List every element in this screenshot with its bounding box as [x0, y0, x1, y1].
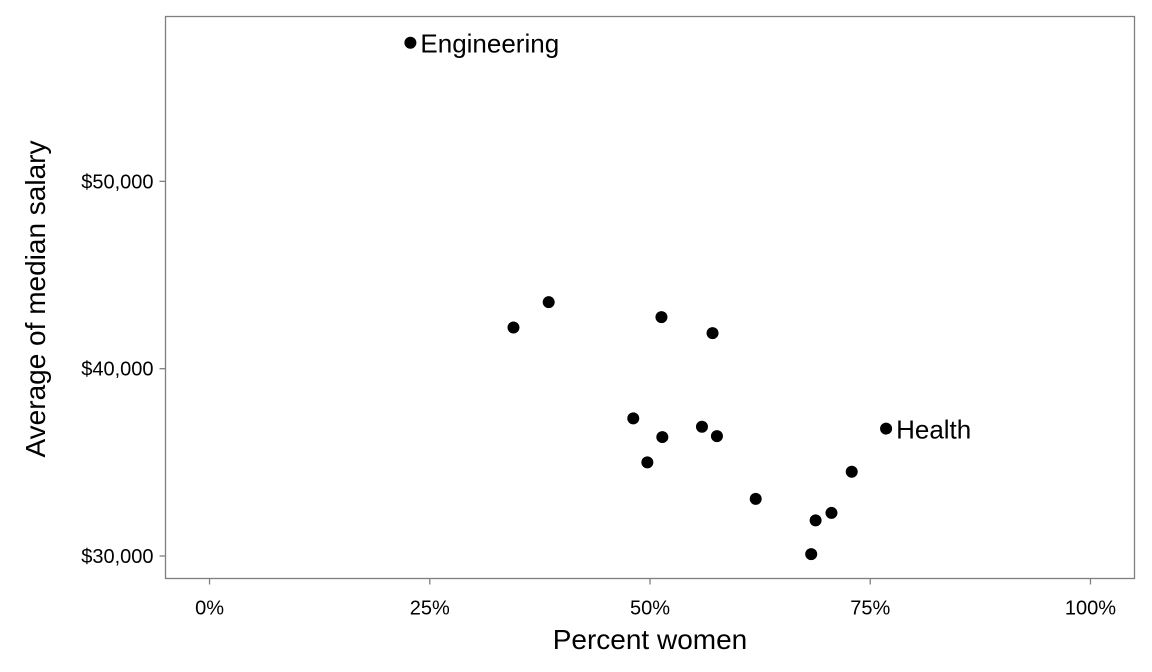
data-point [641, 456, 654, 469]
point-labels: Engineering Health [420, 29, 971, 445]
data-point [507, 321, 520, 334]
data-point [542, 296, 555, 309]
x-tick-label: 0% [195, 598, 224, 620]
data-point [749, 492, 762, 505]
data-point [706, 327, 719, 340]
x-axis-title: Percent women [553, 624, 748, 655]
axis-ticks: 0% 25% 50% 75% 100% $30,000 $40,000 $50,000 [81, 171, 1116, 619]
data-point [627, 412, 640, 425]
y-tick-label: $40,000 [81, 359, 153, 381]
point-label: Health [896, 415, 971, 445]
x-tick-label: 100% [1065, 598, 1116, 620]
data-point [710, 430, 723, 443]
data-point [655, 311, 668, 324]
data-points [404, 36, 893, 561]
y-axis-title: Average of median salary [20, 141, 51, 458]
data-point [845, 465, 858, 478]
data-point [825, 506, 838, 519]
x-tick-label: 25% [410, 598, 450, 620]
data-point [656, 431, 669, 444]
data-point [880, 422, 893, 435]
x-tick-label: 50% [630, 598, 670, 620]
y-tick-label: $30,000 [81, 546, 153, 568]
y-tick-label: $50,000 [81, 171, 153, 193]
plot-panel [164, 15, 1136, 580]
data-point [809, 514, 822, 527]
point-label: Engineering [420, 29, 559, 59]
x-tick-label: 75% [850, 598, 890, 620]
data-point [805, 548, 818, 561]
data-point [404, 36, 417, 49]
data-point [695, 420, 708, 433]
